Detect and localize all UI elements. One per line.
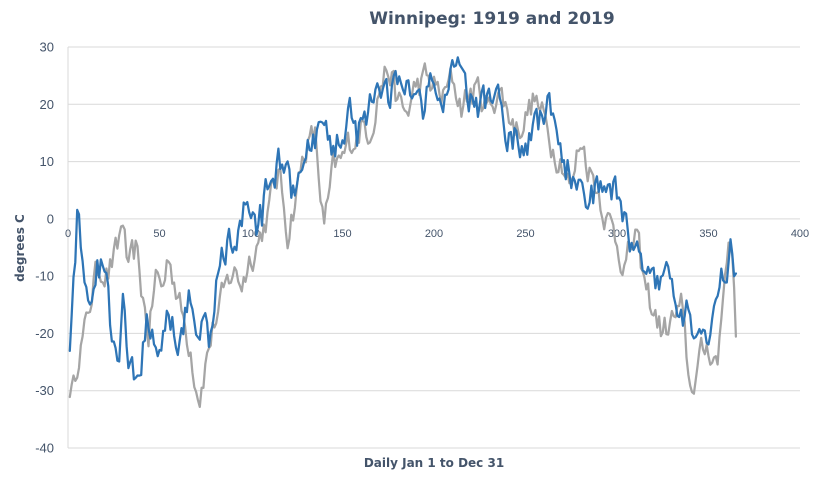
y-tick-label-5: -20 bbox=[35, 326, 54, 341]
y-tick-labels: 30 20 10 0 -10 -20 -30 -40 bbox=[35, 40, 54, 456]
y-tick-label-7: -40 bbox=[35, 441, 54, 456]
x-tick-label-7: 350 bbox=[699, 228, 717, 240]
x-tick-label-6: 300 bbox=[608, 228, 626, 240]
y-tick-label-2: 10 bbox=[40, 154, 54, 169]
series-lines bbox=[68, 56, 738, 409]
x-tick-label-5: 250 bbox=[516, 228, 534, 240]
y-tick-label-4: -10 bbox=[35, 269, 54, 284]
gridlines bbox=[68, 46, 800, 449]
y-tick-label-6: -30 bbox=[35, 383, 54, 398]
chart-title: Winnipeg: 1919 and 2019 bbox=[369, 9, 614, 29]
x-tick-label-4: 200 bbox=[425, 228, 443, 240]
series-line-0 bbox=[68, 62, 738, 409]
y-tick-label-0: 30 bbox=[40, 40, 54, 55]
series-line-1 bbox=[68, 56, 738, 381]
x-tick-label-8: 400 bbox=[791, 228, 809, 240]
y-tick-label-3: 0 bbox=[47, 211, 54, 226]
x-tick-label-3: 150 bbox=[333, 228, 351, 240]
x-axis-title: Daily Jan 1 to Dec 31 bbox=[364, 456, 504, 470]
x-tick-label-1: 50 bbox=[153, 228, 165, 240]
y-tick-label-1: 20 bbox=[40, 97, 54, 112]
y-axis-title: degrees C bbox=[13, 214, 27, 282]
x-tick-label-0: 0 bbox=[65, 228, 71, 240]
x-tick-labels: 0 50 100 150 200 250 300 350 400 bbox=[65, 228, 809, 240]
